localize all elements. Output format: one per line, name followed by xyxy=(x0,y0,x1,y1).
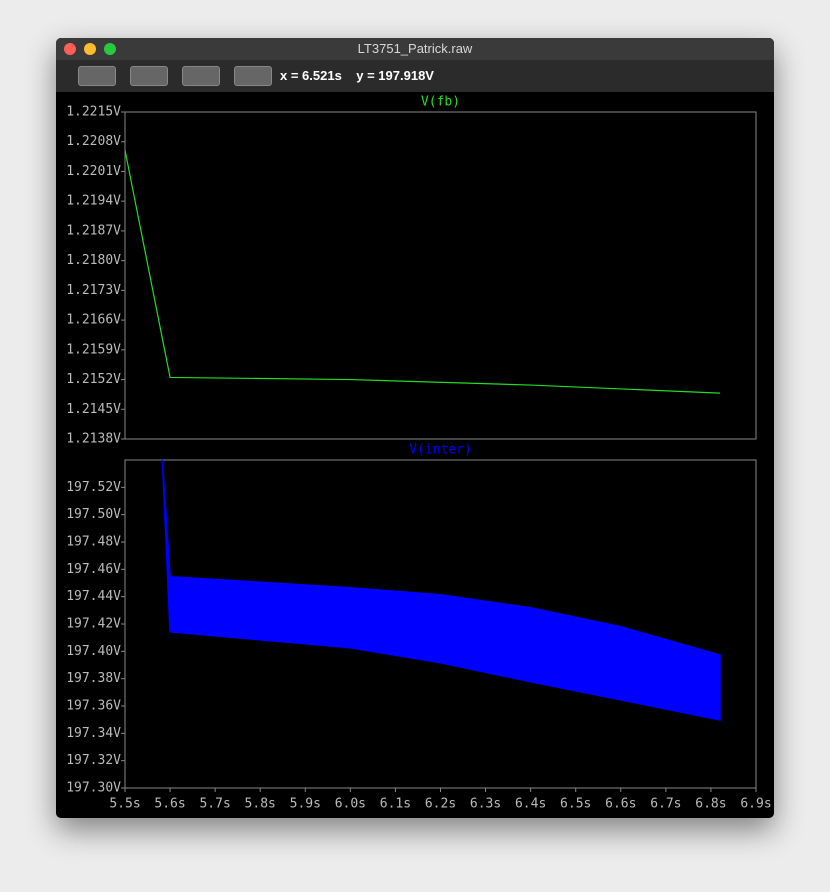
y-tick-label: 1.2166V xyxy=(66,313,121,328)
x-tick-label: 5.8s xyxy=(245,797,276,812)
window-title: LT3751_Patrick.raw xyxy=(357,41,473,56)
x-tick-label: 6.8s xyxy=(695,797,726,812)
zoom-button[interactable] xyxy=(104,43,116,55)
x-tick-label: 6.1s xyxy=(380,797,411,812)
y-tick-label: 197.38V xyxy=(66,671,121,686)
probe-tool[interactable] xyxy=(234,66,272,86)
y-tick-label: 197.40V xyxy=(66,644,121,659)
window: LT3751_Patrick.raw x = 6.521s y = 197.91… xyxy=(56,38,774,818)
cursor-y: y = 197.918V xyxy=(356,68,434,83)
x-tick-label: 6.4s xyxy=(515,797,546,812)
x-tick-label: 6.3s xyxy=(470,797,501,812)
title-bar: LT3751_Patrick.raw xyxy=(56,38,774,60)
y-tick-label: 1.2187V xyxy=(66,223,121,238)
y-tick-label: 1.2208V xyxy=(66,134,121,149)
y-tick-label: 197.36V xyxy=(66,699,121,714)
y-tick-label: 1.2152V xyxy=(66,372,121,387)
trace-group xyxy=(161,460,721,721)
y-tick-label: 197.46V xyxy=(66,562,121,577)
y-tick-label: 197.30V xyxy=(66,781,121,796)
x-tick-label: 6.0s xyxy=(335,797,366,812)
y-tick-label: 1.2173V xyxy=(66,283,121,298)
close-button[interactable] xyxy=(64,43,76,55)
x-tick-label: 5.5s xyxy=(109,797,140,812)
trace-band xyxy=(161,460,721,721)
plot-frame xyxy=(124,111,757,440)
y-tick-label: 197.34V xyxy=(66,726,121,741)
y-tick-label: 1.2145V xyxy=(66,402,121,417)
x-tick-label: 6.6s xyxy=(605,797,636,812)
y-tick-label: 1.2215V xyxy=(66,105,121,120)
y-tick-label: 1.2159V xyxy=(66,342,121,357)
y-tick-label: 197.44V xyxy=(66,589,121,604)
x-tick-label: 5.6s xyxy=(154,797,185,812)
y-tick-label: 1.2180V xyxy=(66,253,121,268)
y-tick-label: 197.42V xyxy=(66,617,121,632)
toolbar: x = 6.521s y = 197.918V xyxy=(56,60,774,92)
trace xyxy=(125,150,720,394)
x-tick-label: 5.9s xyxy=(290,797,321,812)
minimize-button[interactable] xyxy=(84,43,96,55)
cursor-x: x = 6.521s xyxy=(280,68,342,83)
cursor-readout: x = 6.521s y = 197.918V xyxy=(280,68,434,83)
x-tick-label: 6.2s xyxy=(425,797,456,812)
y-tick-label: 197.50V xyxy=(66,507,121,522)
trace-group xyxy=(125,150,720,394)
fit-tool[interactable] xyxy=(130,66,168,86)
x-tick-label: 6.9s xyxy=(740,797,771,812)
y-tick-label: 197.32V xyxy=(66,753,121,768)
x-tick-label: 6.7s xyxy=(650,797,681,812)
plot-area: V(fb) 1.2138V 1.2145V 1.2152V 1.2159V 1.2166V… xyxy=(66,95,771,812)
y-tick-label: 1.2138V xyxy=(66,432,121,447)
x-tick-label: 5.7s xyxy=(199,797,230,812)
autorange-tool[interactable] xyxy=(182,66,220,86)
x-tick-label: 6.5s xyxy=(560,797,591,812)
plot-title: V(inter) xyxy=(409,443,472,458)
y-tick-label: 1.2194V xyxy=(66,194,121,209)
y-tick-label: 1.2201V xyxy=(66,164,121,179)
y-tick-label: 197.48V xyxy=(66,535,121,550)
plot-title: V(fb) xyxy=(421,95,460,110)
zoom-tool[interactable] xyxy=(78,66,116,86)
y-tick-label: 197.52V xyxy=(66,480,121,495)
